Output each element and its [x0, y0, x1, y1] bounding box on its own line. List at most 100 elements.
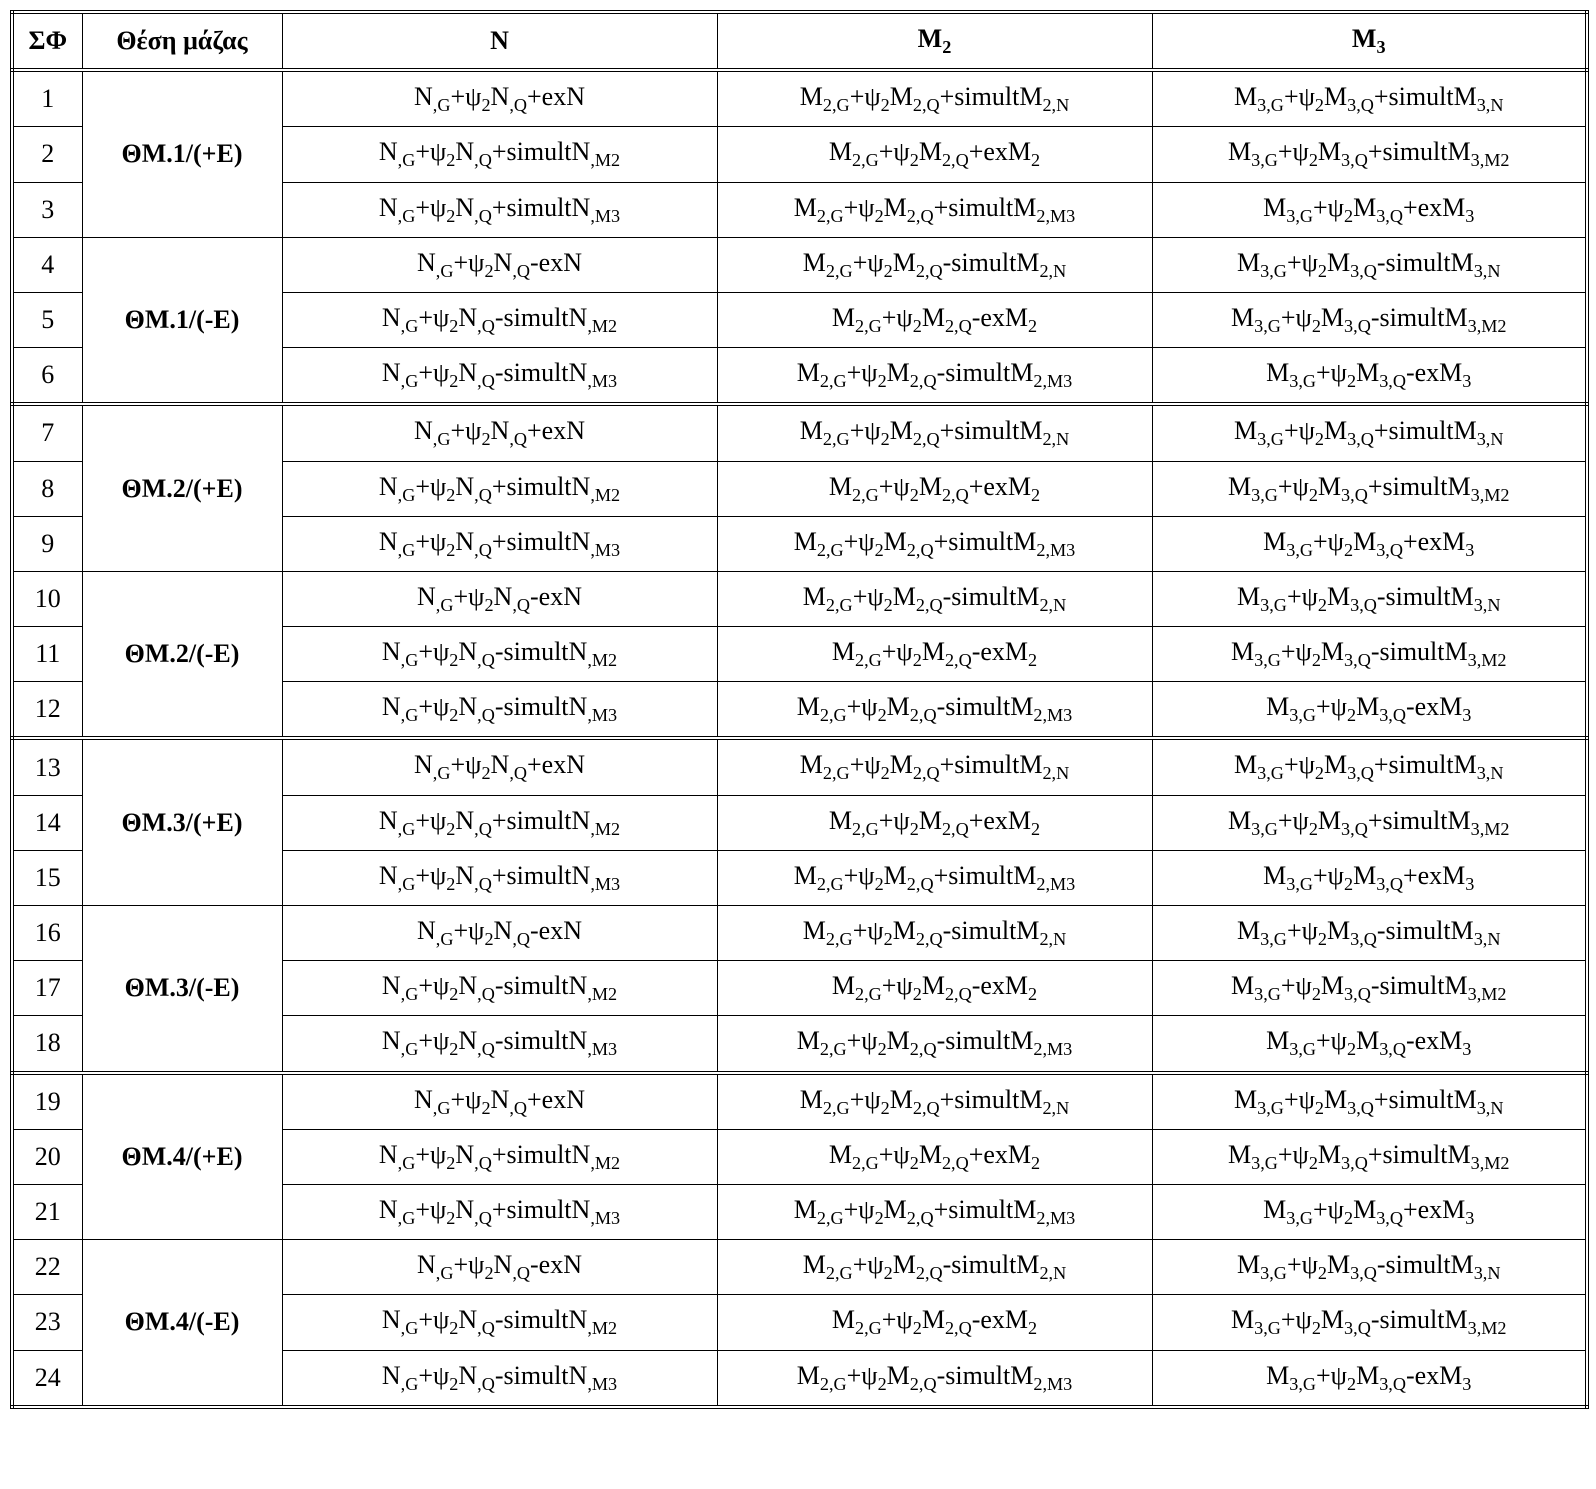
n-cell: N,G+ψ2N,Q+exN [282, 738, 717, 795]
table-row: 13ΘΜ.3/(+E)N,G+ψ2N,Q+exNM2,G+ψ2M2,Q+simu… [12, 738, 1587, 795]
m2-cell: M2,G+ψ2M2,Q+exM2 [717, 795, 1152, 850]
n-cell: N,G+ψ2N,Q-simultN,M2 [282, 961, 717, 1016]
sf-cell: 20 [12, 1129, 82, 1184]
m3-cell: M3,G+ψ2M3,Q+exM3 [1152, 516, 1587, 571]
m2-cell: M2,G+ψ2M2,Q-simultM2,N [717, 237, 1152, 292]
m3-cell: M3,G+ψ2M3,Q-exM3 [1152, 1350, 1587, 1407]
m2-cell: M2,G+ψ2M2,Q+exM2 [717, 1129, 1152, 1184]
m3-cell: M3,G+ψ2M3,Q-simultM3,M2 [1152, 627, 1587, 682]
m3-cell: M3,G+ψ2M3,Q+simultM3,N [1152, 404, 1587, 461]
table-row: 7ΘΜ.2/(+E)N,G+ψ2N,Q+exNM2,G+ψ2M2,Q+simul… [12, 404, 1587, 461]
m3-cell: M3,G+ψ2M3,Q-simultM3,N [1152, 571, 1587, 626]
m3-cell: M3,G+ψ2M3,Q-simultM3,N [1152, 237, 1587, 292]
sf-cell: 7 [12, 404, 82, 461]
m2-cell: M2,G+ψ2M2,Q-simultM2,N [717, 906, 1152, 961]
sf-cell: 8 [12, 461, 82, 516]
n-cell: N,G+ψ2N,Q+exN [282, 1073, 717, 1130]
sf-cell: 1 [12, 70, 82, 127]
table-row: 1ΘΜ.1/(+E)N,G+ψ2N,Q+exNM2,G+ψ2M2,Q+simul… [12, 70, 1587, 127]
mass-cell: ΘΜ.2/(+E) [82, 404, 282, 571]
m3-cell: M3,G+ψ2M3,Q+simultM3,N [1152, 70, 1587, 127]
m3-cell: M3,G+ψ2M3,Q+simultM3,M2 [1152, 1129, 1587, 1184]
sf-cell: 14 [12, 795, 82, 850]
m2-cell: M2,G+ψ2M2,Q+simultM2,N [717, 1073, 1152, 1130]
n-cell: N,G+ψ2N,Q+simultN,M2 [282, 461, 717, 516]
sf-cell: 5 [12, 292, 82, 347]
m3-cell: M3,G+ψ2M3,Q-simultM3,M2 [1152, 1295, 1587, 1350]
sf-cell: 9 [12, 516, 82, 571]
mass-cell: ΘΜ.1/(+E) [82, 70, 282, 237]
n-cell: N,G+ψ2N,Q-simultN,M2 [282, 292, 717, 347]
table-row: 16ΘΜ.3/(-E)N,G+ψ2N,Q-exNM2,G+ψ2M2,Q-simu… [12, 906, 1587, 961]
m2-cell: M2,G+ψ2M2,Q-simultM2,N [717, 571, 1152, 626]
m3-cell: M3,G+ψ2M3,Q-exM3 [1152, 1016, 1587, 1073]
header-row: ΣΦ Θέση μάζας N M2 M3 [12, 12, 1587, 70]
sf-cell: 15 [12, 850, 82, 905]
table-row: 4ΘΜ.1/(-E)N,G+ψ2N,Q-exNM2,G+ψ2M2,Q-simul… [12, 237, 1587, 292]
mass-cell: ΘΜ.2/(-E) [82, 571, 282, 738]
m3-cell: M3,G+ψ2M3,Q+simultM3,N [1152, 738, 1587, 795]
m3-cell: M3,G+ψ2M3,Q+simultM3,M2 [1152, 461, 1587, 516]
header-mass: Θέση μάζας [82, 12, 282, 70]
sf-cell: 2 [12, 127, 82, 182]
n-cell: N,G+ψ2N,Q+exN [282, 70, 717, 127]
sf-cell: 3 [12, 182, 82, 237]
n-cell: N,G+ψ2N,Q-simultN,M2 [282, 627, 717, 682]
m2-cell: M2,G+ψ2M2,Q+simultM2,M3 [717, 1184, 1152, 1239]
n-cell: N,G+ψ2N,Q-exN [282, 237, 717, 292]
sf-cell: 23 [12, 1295, 82, 1350]
m2-cell: M2,G+ψ2M2,Q-exM2 [717, 961, 1152, 1016]
m3-cell: M3,G+ψ2M3,Q-simultM3,N [1152, 1240, 1587, 1295]
m2-cell: M2,G+ψ2M2,Q-simultM2,M3 [717, 1350, 1152, 1407]
m2-cell: M2,G+ψ2M2,Q+exM2 [717, 461, 1152, 516]
m2-cell: M2,G+ψ2M2,Q-exM2 [717, 292, 1152, 347]
mass-cell: ΘΜ.1/(-E) [82, 237, 282, 404]
n-cell: N,G+ψ2N,Q+simultN,M2 [282, 795, 717, 850]
sf-cell: 18 [12, 1016, 82, 1073]
m3-cell: M3,G+ψ2M3,Q+exM3 [1152, 850, 1587, 905]
m2-cell: M2,G+ψ2M2,Q-simultM2,N [717, 1240, 1152, 1295]
m3-cell: M3,G+ψ2M3,Q+simultM3,M2 [1152, 795, 1587, 850]
sf-cell: 4 [12, 237, 82, 292]
n-cell: N,G+ψ2N,Q+simultN,M3 [282, 182, 717, 237]
n-cell: N,G+ψ2N,Q-exN [282, 571, 717, 626]
m2-cell: M2,G+ψ2M2,Q+exM2 [717, 127, 1152, 182]
n-cell: N,G+ψ2N,Q-exN [282, 1240, 717, 1295]
m2-cell: M2,G+ψ2M2,Q-exM2 [717, 627, 1152, 682]
n-cell: N,G+ψ2N,Q-simultN,M3 [282, 1016, 717, 1073]
mass-cell: ΘΜ.4/(-E) [82, 1240, 282, 1407]
m2-cell: M2,G+ψ2M2,Q+simultM2,N [717, 738, 1152, 795]
n-cell: N,G+ψ2N,Q+simultN,M3 [282, 1184, 717, 1239]
sf-cell: 6 [12, 348, 82, 405]
mass-cell: ΘΜ.3/(+E) [82, 738, 282, 905]
m3-cell: M3,G+ψ2M3,Q-exM3 [1152, 348, 1587, 405]
n-cell: N,G+ψ2N,Q-exN [282, 906, 717, 961]
n-cell: N,G+ψ2N,Q+simultN,M2 [282, 127, 717, 182]
sf-cell: 12 [12, 682, 82, 739]
mass-cell: ΘΜ.3/(-E) [82, 906, 282, 1073]
m3-cell: M3,G+ψ2M3,Q+exM3 [1152, 1184, 1587, 1239]
m2-cell: M2,G+ψ2M2,Q+simultM2,N [717, 404, 1152, 461]
m3-cell: M3,G+ψ2M3,Q-simultM3,M2 [1152, 961, 1587, 1016]
m2-cell: M2,G+ψ2M2,Q+simultM2,N [717, 70, 1152, 127]
mass-cell: ΘΜ.4/(+E) [82, 1073, 282, 1240]
sf-cell: 21 [12, 1184, 82, 1239]
sf-cell: 13 [12, 738, 82, 795]
header-n: N [282, 12, 717, 70]
m3-cell: M3,G+ψ2M3,Q+exM3 [1152, 182, 1587, 237]
m3-cell: M3,G+ψ2M3,Q-simultM3,N [1152, 906, 1587, 961]
m3-cell: M3,G+ψ2M3,Q+simultM3,N [1152, 1073, 1587, 1130]
sf-cell: 17 [12, 961, 82, 1016]
n-cell: N,G+ψ2N,Q+simultN,M3 [282, 850, 717, 905]
n-cell: N,G+ψ2N,Q-simultN,M3 [282, 1350, 717, 1407]
n-cell: N,G+ψ2N,Q+simultN,M3 [282, 516, 717, 571]
n-cell: N,G+ψ2N,Q+simultN,M2 [282, 1129, 717, 1184]
table-row: 22ΘΜ.4/(-E)N,G+ψ2N,Q-exNM2,G+ψ2M2,Q-simu… [12, 1240, 1587, 1295]
n-cell: N,G+ψ2N,Q-simultN,M3 [282, 348, 717, 405]
m3-cell: M3,G+ψ2M3,Q-simultM3,M2 [1152, 292, 1587, 347]
m2-cell: M2,G+ψ2M2,Q+simultM2,M3 [717, 516, 1152, 571]
sf-cell: 24 [12, 1350, 82, 1407]
sf-cell: 19 [12, 1073, 82, 1130]
n-cell: N,G+ψ2N,Q+exN [282, 404, 717, 461]
sf-cell: 16 [12, 906, 82, 961]
